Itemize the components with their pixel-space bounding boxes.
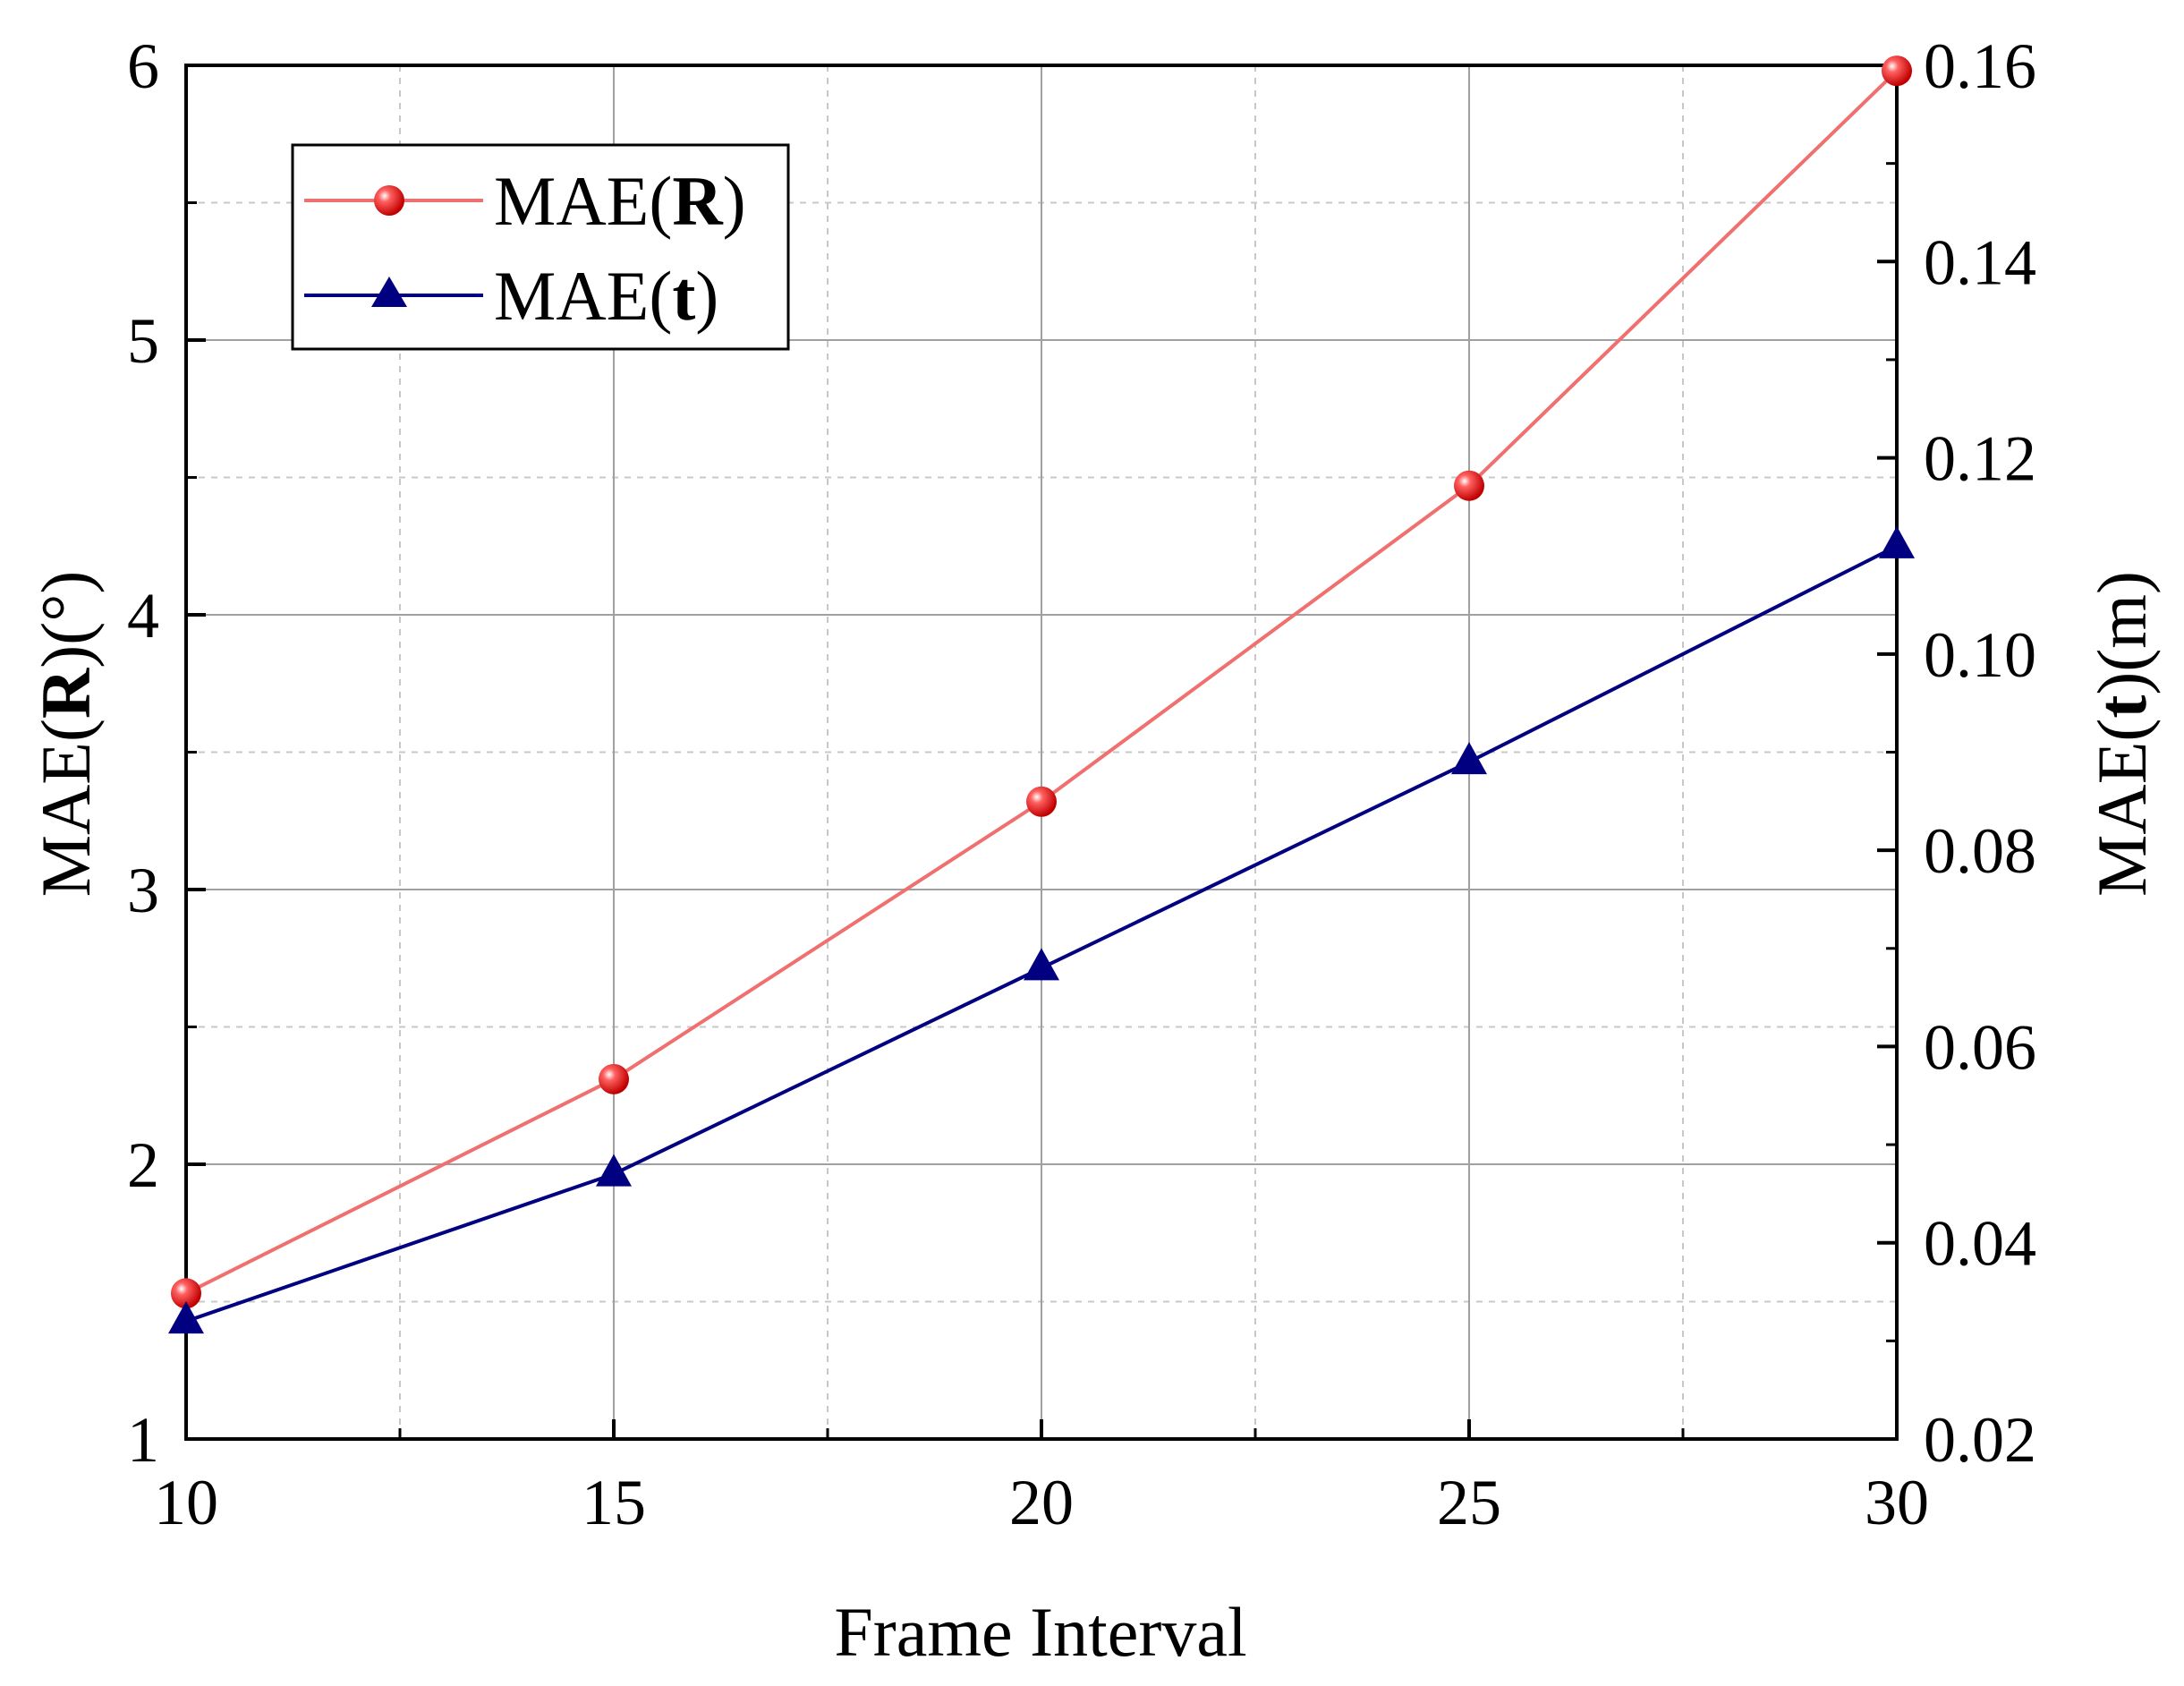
legend-marker-mae-r: [374, 185, 404, 216]
series-mae-r: [171, 55, 1912, 1309]
x-axis-title: Frame Interval: [834, 1593, 1246, 1671]
x-tick-label: 10: [154, 1467, 218, 1538]
series-layer: [168, 55, 1915, 1334]
y-right-tick-label: 0.10: [1924, 619, 2036, 691]
x-tick-label: 25: [1437, 1467, 1501, 1538]
legend-marker-mae-t: [371, 277, 407, 307]
data-point-mae-t: [168, 1301, 204, 1334]
y-right-tick-labels: 0.02 0.04 0.06 0.08 0.10 0.12 0.14 0.16: [1924, 30, 2036, 1476]
y-left-tick-labels: 1 2 3 4 5 6: [127, 30, 159, 1476]
data-point-mae-t: [596, 1154, 632, 1187]
y-left-tick-label: 4: [127, 580, 159, 651]
series-mae-t: [168, 525, 1915, 1334]
data-point-mae-r: [1026, 786, 1057, 817]
x-tick-label: 15: [582, 1467, 646, 1538]
data-point-mae-t: [1024, 948, 1059, 981]
data-point-mae-t: [1451, 742, 1487, 775]
data-point-mae-r: [171, 1278, 201, 1309]
y-right-tick-label: 0.02: [1924, 1404, 2036, 1476]
y-left-tick-label: 6: [127, 30, 159, 102]
x-tick-label: 20: [1009, 1467, 1074, 1538]
data-point-mae-r: [599, 1063, 629, 1094]
y-left-tick-label: 3: [127, 855, 159, 926]
y-left-axis-title: MAE(R)(°): [27, 571, 105, 898]
legend-item-mae-t: MAE(t): [304, 257, 718, 335]
y-left-tick-label: 1: [127, 1404, 159, 1476]
y-right-tick-label: 0.14: [1924, 226, 2036, 298]
y-right-tick-label: 0.08: [1924, 815, 2036, 887]
y-left-tick-label: 2: [127, 1129, 159, 1201]
y-right-tick-label: 0.04: [1924, 1208, 2036, 1280]
y-left-tick-label: 5: [127, 305, 159, 377]
legend-item-mae-r: MAE(R): [304, 162, 746, 240]
data-point-mae-r: [1454, 470, 1484, 501]
legend-label-mae-t: MAE(t): [494, 257, 718, 335]
data-point-mae-t: [1879, 525, 1915, 558]
x-tick-label: 30: [1865, 1467, 1929, 1538]
legend-label-mae-r: MAE(R): [494, 162, 746, 240]
y-right-tick-label: 0.16: [1924, 30, 2036, 102]
y-right-tick-label: 0.12: [1924, 423, 2036, 495]
data-point-mae-r: [1882, 55, 1912, 87]
legend: MAE(R) MAE(t): [291, 143, 790, 351]
y-right-tick-label: 0.06: [1924, 1011, 2036, 1083]
y-right-axis-title: MAE(t)(m): [2083, 571, 2161, 897]
x-tick-labels: 10 15 20 25 30: [154, 1467, 1929, 1538]
legend-box: [291, 143, 790, 351]
